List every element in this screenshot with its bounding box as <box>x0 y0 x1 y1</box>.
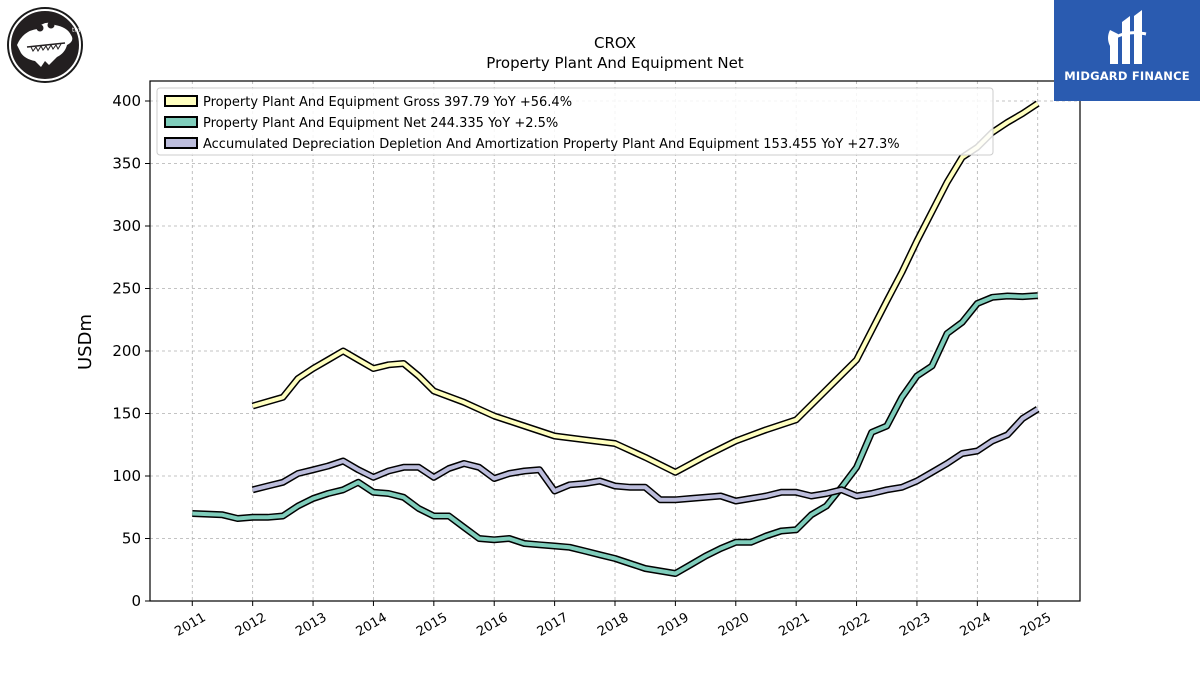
brand-banner: MIDGARD FINANCE <box>1054 0 1200 101</box>
legend-label-3: Accumulated Depreciation Depletion And A… <box>203 137 900 152</box>
x-tick-label: 2017 <box>535 610 571 640</box>
y-axis-label: USDm <box>75 314 96 370</box>
x-tick-label: 2020 <box>716 610 752 640</box>
series-3-line <box>252 407 1039 503</box>
x-tick-label: 2013 <box>293 610 329 640</box>
x-tick-label: 2016 <box>474 610 510 640</box>
legend-swatch-2 <box>164 116 198 128</box>
brand-name: MIDGARD FINANCE <box>1064 69 1190 83</box>
y-tick-label: 0 <box>131 592 141 610</box>
chart-subtitle: Property Plant And Equipment Net <box>486 54 743 72</box>
series-2-line <box>192 293 1038 576</box>
series-1-line <box>252 101 1039 475</box>
x-tick-label: 2012 <box>233 610 269 640</box>
x-tick-label: 2018 <box>595 610 631 640</box>
x-tick-label: 2025 <box>1018 610 1054 640</box>
x-tick-label: 2015 <box>414 610 450 640</box>
legend-box <box>156 87 994 156</box>
series-lines <box>192 100 1040 577</box>
x-tick-label: 2024 <box>958 610 994 640</box>
y-tick-label: 350 <box>112 155 141 173</box>
series-1-outline <box>251 100 1040 476</box>
legend-label-1: Property Plant And Equipment Gross 397.7… <box>203 95 572 110</box>
x-tick-label: 2021 <box>776 610 812 640</box>
x-tick-label: 2019 <box>656 610 692 640</box>
legend-swatch-3 <box>164 137 198 149</box>
y-tick-label: 400 <box>112 92 141 110</box>
y-tick-label: 100 <box>112 467 141 485</box>
legend: Property Plant And Equipment Gross 397.7… <box>156 87 994 156</box>
legend-label-2: Property Plant And Equipment Net 244.335… <box>203 116 558 131</box>
y-tick-label: 50 <box>122 530 141 548</box>
y-tick-label: 200 <box>112 342 141 360</box>
x-tick-label: 2023 <box>897 610 933 640</box>
crocodile-logo-icon: tm <box>5 5 85 85</box>
x-tick-label: 2014 <box>354 610 390 640</box>
y-tick-label: 150 <box>112 405 141 423</box>
x-tick-label: 2011 <box>172 610 208 640</box>
x-tick-label: 2022 <box>837 610 873 640</box>
y-tick-label: 300 <box>112 217 141 235</box>
chart-title: CROX <box>594 34 636 52</box>
legend-swatch-1 <box>164 95 198 107</box>
y-tick-label: 250 <box>112 280 141 298</box>
brand-logo-icon <box>1108 10 1147 64</box>
svg-text:tm: tm <box>72 27 80 34</box>
grid-lines <box>150 81 1080 602</box>
